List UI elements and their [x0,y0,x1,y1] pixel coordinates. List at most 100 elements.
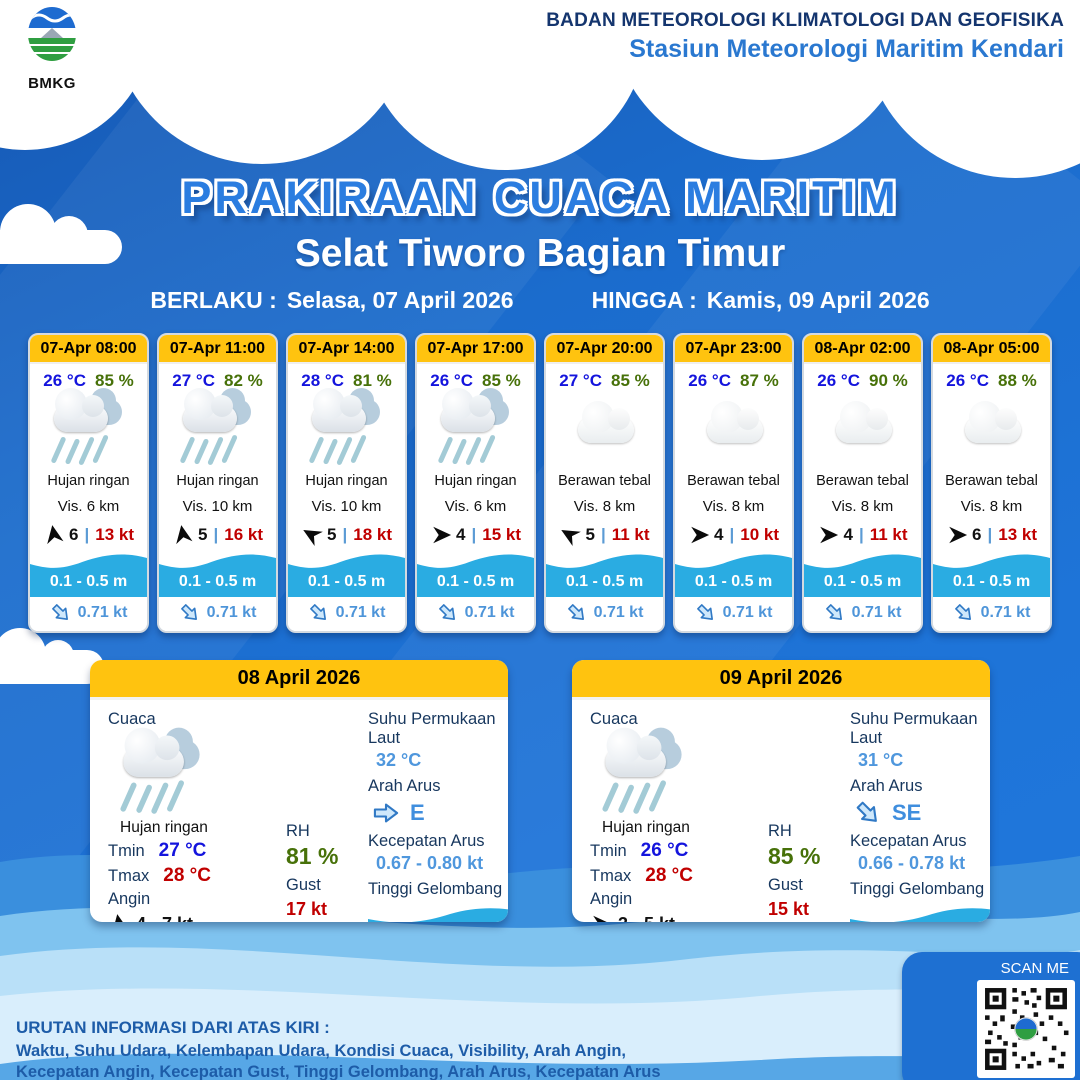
wind-row: 5 | 18 kt [288,515,405,547]
current-speed: 0.71 kt [851,604,902,621]
berlaku-value: Selasa, 07 April 2026 [286,287,514,313]
gust-speed: 15 kt [482,525,521,544]
hourly-forecast-row: 07-Apr 08:00 26 °C 85 % Hujan ringan Vis… [0,333,1080,633]
weather-condition: Hujan ringan [120,819,208,836]
sea-column: Suhu Permukaan Laut 31 °C Arah Arus SE K… [850,710,990,922]
angin-label: Angin [108,890,151,908]
current-speed: 0.71 kt [335,604,386,621]
wind-speed: 5 [327,525,337,544]
wave-crest-shape [368,908,508,922]
wave-crest-shape [804,554,921,571]
scan-panel: SCAN ME [902,952,1080,1080]
cuaca-label: Cuaca [108,710,156,728]
validity-row: BERLAKU : Selasa, 07 April 2026 HINGGA : K… [0,287,1080,314]
legend-line: Waktu, Suhu Udara, Kelembapan Udara, Kon… [16,1042,627,1060]
current-row: 0.71 kt [675,597,792,631]
divider: | [600,525,606,544]
weather-icon [804,391,921,467]
wind-row: 5 | 11 kt [546,515,663,547]
weather-icon [30,388,147,467]
wind-speed: 4 [456,525,466,544]
angin-label: Angin [590,890,633,908]
current-direction-icon [372,799,400,827]
tmax-label: Tmax [108,867,150,885]
current-direction-icon [948,597,979,628]
gust-speed: 11 kt [869,525,908,544]
hourly-forecast-card: 08-Apr 05:00 26 °C 88 % Berawan tebal Vi… [931,333,1052,633]
hourly-forecast-card: 07-Apr 20:00 27 °C 85 % Berawan tebal Vi… [544,333,665,633]
wave-height-value: 0.1 - 0.5 m [30,571,147,597]
daily-card-body: Cuaca Hujan ringan Tmin [90,700,508,922]
station-name: Stasiun Meteorologi Maritim Kendari [629,35,1064,63]
temp-humidity-row: 26 °C 90 % [804,364,921,391]
weather-condition: Hujan ringan [305,473,388,489]
daily-forecast-row: 08 April 2026 Cuaca [0,660,1080,922]
weather-icon [159,388,276,467]
footer-legend: URUTAN INFORMASI DARI ATAS KIRI : Waktu,… [16,1018,661,1080]
scan-me-label: SCAN ME [1000,960,1069,977]
hourly-forecast-card: 08-Apr 02:00 26 °C 90 % Berawan tebal Vi… [802,333,923,633]
air-temperature: 27 °C [559,371,602,390]
hourly-forecast-card: 07-Apr 14:00 28 °C 81 % Hujan ringan Vis… [286,333,407,633]
rh-gust-column: RH 85 % Gust 15 kt [768,710,850,922]
weather-condition: Hujan ringan [47,473,130,489]
wave-height-block: 0.1 - 0.5 m [288,551,405,597]
forecast-time: 07-Apr 08:00 [30,335,147,364]
wind-speed: 5 [198,525,208,544]
rh-value: 85 % [768,843,821,869]
air-temperature: 26 °C [946,371,989,390]
rain-cloud-icon [592,727,726,825]
tmax-value: 28 °C [163,865,211,886]
qr-code [977,980,1075,1078]
current-row: 0.71 kt [30,597,147,631]
rh-value: 81 % [286,843,339,869]
hourly-forecast-card: 07-Apr 23:00 26 °C 87 % Berawan tebal Vi… [673,333,794,633]
gust-value: 15 kt [768,899,810,919]
weather-icon [288,388,405,467]
humidity-value: 85 % [94,371,134,390]
wind-row: 4 | 11 kt [804,515,921,546]
hingga-label: HINGGA : [591,287,697,313]
validity-from: BERLAKU : Selasa, 07 April 2026 [150,287,513,314]
weather-condition: Berawan tebal [558,473,651,489]
divider: | [342,525,348,544]
rain-cloud-icon [30,388,147,467]
current-speed: 0.71 kt [722,604,773,621]
gust-speed: 10 kt [740,525,779,544]
wave-height-value: 0.1 - 0.5 m [417,571,534,597]
temp-humidity-row: 26 °C 87 % [675,364,792,391]
current-direction-icon [690,597,721,628]
visibility-value: Vis. 8 km [831,498,894,515]
bmkg-logo-icon [28,7,76,61]
sst-label: Suhu Permukaan Laut [850,710,978,747]
wind-row: 6 | 13 kt [933,515,1050,546]
wave-height-value: 0.1 - 0.5 m [288,571,405,597]
arah-arus-label: Arah Arus [850,777,923,795]
rain-cloud-icon [417,388,534,467]
wave-height-block: 0.1 - 0.5 m [159,551,276,597]
temp-humidity-row: 27 °C 82 % [159,364,276,391]
visibility-value: Vis. 6 km [444,498,507,515]
visibility-value: Vis. 8 km [960,498,1023,515]
weather-icon [110,727,244,825]
rh-gust-column: RH 81 % Gust 17 kt [286,710,368,922]
temp-humidity-row: 27 °C 85 % [546,364,663,391]
wind-row: 6 | 13 kt [30,515,147,546]
cloud-icon [804,391,921,467]
air-temperature: 28 °C [301,371,344,390]
current-direction-icon [819,597,850,628]
wind-row: 5 | 16 kt [159,515,276,546]
current-direction-icon [561,597,592,628]
current-row: 0.71 kt [288,597,405,631]
visibility-value: Vis. 6 km [57,498,120,515]
wave-crest-shape [546,554,663,571]
decorative-cloud [0,628,104,684]
current-direction-row: SE [854,799,990,827]
wave-height-block: 0.1 - 0.5 m [675,551,792,597]
current-row: 0.71 kt [546,597,663,631]
wave-crest-shape [159,554,276,571]
page-title: PRAKIRAAN CUACA MARITIM [181,172,899,223]
sst-label: Suhu Permukaan Laut [368,710,496,747]
decorative-cloud [0,204,122,264]
gust-label: Gust [286,876,321,894]
